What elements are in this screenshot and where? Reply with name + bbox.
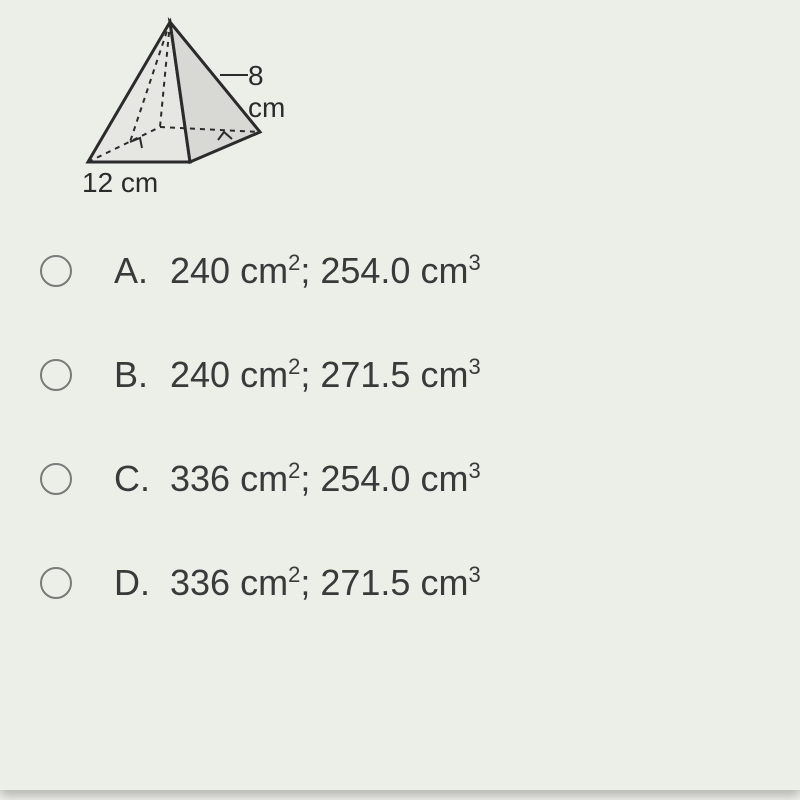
option-a-area-exp: 2 xyxy=(288,250,300,275)
option-d-letter: D. xyxy=(114,562,170,604)
option-d-row[interactable]: D. 336 cm2; 271.5 cm3 xyxy=(40,562,770,604)
option-d-text: 336 cm2; 271.5 cm3 xyxy=(170,562,481,604)
answer-options: A. 240 cm2; 254.0 cm3 B. 240 cm2; 271.5 … xyxy=(40,250,770,666)
pyramid-diagram: 8 cm 12 cm xyxy=(70,12,300,202)
option-d-area-exp: 2 xyxy=(288,562,300,587)
option-a-letter: A. xyxy=(114,250,170,292)
option-b-radio[interactable] xyxy=(40,359,72,391)
option-c-vol-exp: 3 xyxy=(468,458,480,483)
option-d-area-value: 336 xyxy=(170,562,230,603)
option-b-vol-value: 271.5 xyxy=(320,354,410,395)
option-b-sep: ; xyxy=(300,354,320,395)
option-c-vol-unit-base: cm xyxy=(420,458,468,499)
option-c-area-unit-base: cm xyxy=(240,458,288,499)
question-card: 8 cm 12 cm A. 240 cm2; 254.0 cm3 B. 240 … xyxy=(0,0,800,790)
option-b-letter: B. xyxy=(114,354,170,396)
option-c-row[interactable]: C. 336 cm2; 254.0 cm3 xyxy=(40,458,770,500)
option-c-letter: C. xyxy=(114,458,170,500)
option-b-row[interactable]: B. 240 cm2; 271.5 cm3 xyxy=(40,354,770,396)
option-a-radio[interactable] xyxy=(40,255,72,287)
option-a-area-unit-base: cm xyxy=(240,250,288,291)
option-d-area-unit-base: cm xyxy=(240,562,288,603)
option-a-sep: ; xyxy=(300,250,320,291)
option-b-vol-unit-base: cm xyxy=(420,354,468,395)
option-c-area-exp: 2 xyxy=(288,458,300,483)
option-d-vol-unit-base: cm xyxy=(420,562,468,603)
option-c-radio[interactable] xyxy=(40,463,72,495)
option-c-sep: ; xyxy=(300,458,320,499)
option-b-area-exp: 2 xyxy=(288,354,300,379)
option-c-area-value: 336 xyxy=(170,458,230,499)
option-c-vol-value: 254.0 xyxy=(320,458,410,499)
option-b-vol-exp: 3 xyxy=(468,354,480,379)
option-a-row[interactable]: A. 240 cm2; 254.0 cm3 xyxy=(40,250,770,292)
option-a-vol-value: 254.0 xyxy=(320,250,410,291)
option-d-vol-value: 271.5 xyxy=(320,562,410,603)
option-a-text: 240 cm2; 254.0 cm3 xyxy=(170,250,481,292)
option-b-text: 240 cm2; 271.5 cm3 xyxy=(170,354,481,396)
option-a-vol-exp: 3 xyxy=(468,250,480,275)
option-c-text: 336 cm2; 254.0 cm3 xyxy=(170,458,481,500)
option-d-vol-exp: 3 xyxy=(468,562,480,587)
option-a-area-value: 240 xyxy=(170,250,230,291)
slant-height-label: 8 cm xyxy=(248,60,300,124)
option-a-vol-unit-base: cm xyxy=(420,250,468,291)
option-b-area-value: 240 xyxy=(170,354,230,395)
base-edge-label: 12 cm xyxy=(82,167,158,199)
option-d-sep: ; xyxy=(300,562,320,603)
option-d-radio[interactable] xyxy=(40,567,72,599)
option-b-area-unit-base: cm xyxy=(240,354,288,395)
